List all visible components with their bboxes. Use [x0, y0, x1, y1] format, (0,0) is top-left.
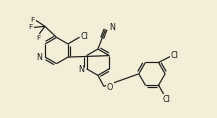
Text: F: F — [36, 35, 40, 41]
Text: N: N — [36, 53, 42, 62]
Text: F: F — [31, 17, 35, 23]
Text: N: N — [78, 65, 84, 74]
Text: N: N — [109, 23, 115, 32]
Text: Cl: Cl — [171, 51, 179, 60]
Text: Cl: Cl — [80, 32, 88, 41]
Text: Cl: Cl — [162, 95, 170, 104]
Text: F: F — [28, 24, 33, 30]
Text: O: O — [107, 83, 113, 92]
